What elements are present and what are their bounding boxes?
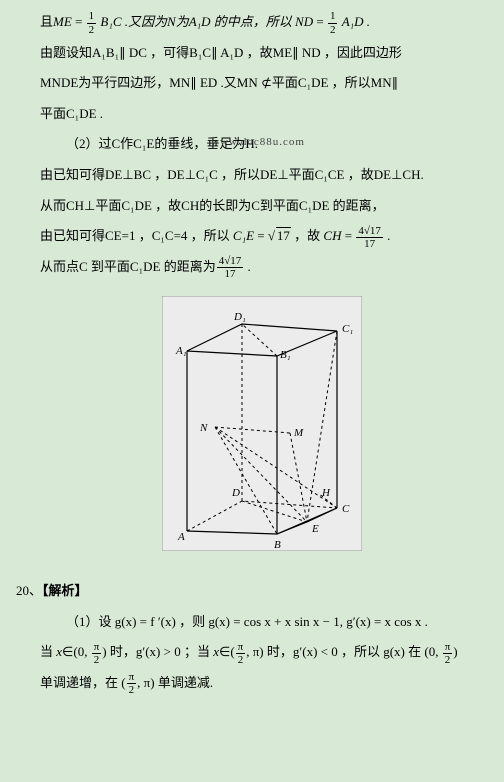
- q20-header: 20、【解析】: [40, 577, 484, 606]
- frac-pi2-d: π2: [127, 671, 137, 696]
- frac-half-1: 12: [87, 10, 97, 35]
- prism-figure: A B C D E H M N A₁ B₁ C₁ D₁: [40, 296, 484, 562]
- solution-line-4: 平面C₁DE .: [40, 100, 484, 129]
- svg-text:B: B: [274, 539, 281, 551]
- svg-text:C₁: C₁: [342, 323, 353, 335]
- solution-line-3: MNDE为平行四边形，MN∥ ED .又MN ⊄平面C₁DE ，所以MN∥: [40, 69, 484, 98]
- svg-text:D₁: D₁: [233, 311, 246, 323]
- frac-pi2-a: π2: [92, 641, 102, 666]
- solution-p2-line-4: 由已知可得CE=1 ，C₁C=4 ，所以 C₁E = 17 ，故 CH = 4√…: [40, 222, 484, 251]
- svg-text:A₁: A₁: [175, 345, 187, 357]
- frac-pi2-b: π2: [236, 641, 246, 666]
- svg-text:M: M: [293, 427, 304, 439]
- solution-line-1: 且ME = 12 B₁C .又因为N为A₁D 的中点，所以 ND = 12 A₁…: [40, 8, 484, 37]
- solution-p2-line-3: 从而CH⊥平面C₁DE ，故CH的长即为C到平面C₁DE 的距离，: [40, 192, 484, 221]
- prism-svg: A B C D E H M N A₁ B₁ C₁ D₁: [162, 296, 362, 551]
- frac-4sqrt17-over-17-a: 4√1717: [356, 225, 383, 250]
- svg-text:B₁: B₁: [280, 349, 291, 361]
- solution-p2-line-5: 从而点C 到平面C₁DE 的距离为4√1717 .: [40, 253, 484, 282]
- solution-p2-line-2: 由已知可得DE⊥BC ，DE⊥C₁C ，所以DE⊥平面C₁CE ，故DE⊥CH.: [40, 161, 484, 190]
- frac-4sqrt17-over-17-b: 4√1717: [217, 255, 244, 280]
- watermark: www.doc88u.com: [185, 130, 305, 154]
- svg-text:E: E: [311, 523, 319, 535]
- svg-text:D: D: [231, 487, 240, 499]
- solution-line-2: 由题设知A₁B₁∥ DC ，可得B₁C∥ A₁D ，故ME∥ ND ，因此四边形: [40, 39, 484, 68]
- svg-text:H: H: [321, 487, 331, 499]
- q20-line-2: 当 x∈(0, π2) 时，g′(x) > 0 ；当 x∈(π2, π) 时，g…: [40, 638, 484, 667]
- svg-text:C: C: [342, 503, 350, 515]
- q20-line-3: 单调递增，在 (π2, π) 单调递减.: [40, 669, 484, 698]
- sqrt-17: 17: [268, 222, 291, 251]
- svg-text:N: N: [199, 422, 208, 434]
- svg-text:A: A: [177, 531, 185, 543]
- q20-line-1: （1）设 g(x) = f ′(x) ，则 g(x) = cos x + x s…: [40, 608, 484, 637]
- frac-pi2-c: π2: [443, 641, 453, 666]
- frac-half-2: 12: [328, 10, 338, 35]
- solution-p2-line-1: （2）过C作C₁E的垂线，垂足为H. www.doc88u.com: [40, 130, 484, 159]
